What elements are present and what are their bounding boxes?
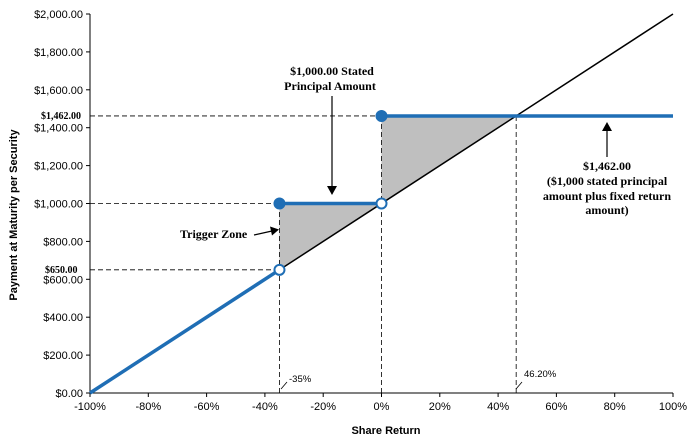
guide-lines: [90, 115, 517, 393]
y-tick-label: $1,000.00: [34, 199, 83, 211]
y-tick-label: $600.00: [43, 274, 83, 286]
x-axis-title: Share Return: [351, 425, 420, 437]
x-tick-label: -20%: [310, 401, 336, 413]
payout-line-segment: [89, 268, 281, 395]
trigger-zone-label: Trigger Zone: [180, 227, 248, 241]
y-label-650: $650.00: [45, 265, 78, 276]
filled-marker: [375, 109, 388, 122]
stated-principal-arrow-head: [327, 186, 337, 195]
x-tick-label: 60%: [545, 401, 567, 413]
payout-label-line1: $1,462.00: [583, 159, 631, 173]
series-markers: [273, 109, 388, 276]
x-tick-label: -60%: [194, 401, 220, 413]
y-tick-label: $1,600.00: [34, 85, 83, 97]
stated-principal-label-line2: Principal Amount: [284, 79, 376, 93]
y-tick-label: $1,800.00: [34, 47, 83, 59]
x-axis-ticks: -100% -80% -60% -40% -20% 0% 20% 40% 60% 80% 100%: [74, 393, 687, 413]
trigger-x-leader: [280, 381, 288, 390]
open-marker: [273, 263, 286, 276]
payout-label-line4: amount): [585, 203, 628, 217]
x-tick-label: 40%: [487, 401, 509, 413]
y-tick-label: $800.00: [43, 236, 83, 248]
y-axis-ticks: $0.00 $200.00 $400.00 $600.00 $800.00 $1,000.…: [34, 9, 90, 400]
trigger-zone-arrow-shaft: [253, 230, 273, 236]
filled-marker: [273, 197, 286, 210]
y-tick-label: $2,000.00: [34, 9, 83, 21]
x-tick-label: 100%: [659, 401, 687, 413]
x-label-cap: 46.20%: [524, 369, 557, 380]
open-marker: [375, 197, 388, 210]
x-tick-label: -100%: [74, 401, 106, 413]
y-axis-title: Payment at Maturity per Security: [8, 129, 20, 301]
x-tick-label: 80%: [604, 401, 626, 413]
x-tick-label: -80%: [135, 401, 161, 413]
y-label-1462: $1,462.00: [41, 111, 81, 122]
trigger-zone-arrow-head: [270, 226, 279, 236]
payout-label-line3: amount plus fixed return: [543, 189, 671, 203]
y-tick-label: $1,400.00: [34, 123, 83, 135]
x-tick-label: 20%: [429, 401, 451, 413]
x-tick-label: 0%: [374, 401, 390, 413]
payout-label-line2: ($1,000 stated principal: [547, 174, 668, 188]
cap-x-leader: [515, 381, 523, 390]
y-tick-label: $0.00: [55, 388, 83, 400]
y-tick-label: $1,200.00: [34, 161, 83, 173]
stated-principal-label-line1: $1,000.00 Stated: [290, 64, 374, 78]
payout-arrow-head: [602, 122, 612, 131]
y-tick-label: $200.00: [43, 350, 83, 362]
x-label-trigger: -35%: [289, 374, 312, 385]
y-tick-label: $400.00: [43, 312, 83, 324]
x-tick-label: -40%: [252, 401, 278, 413]
